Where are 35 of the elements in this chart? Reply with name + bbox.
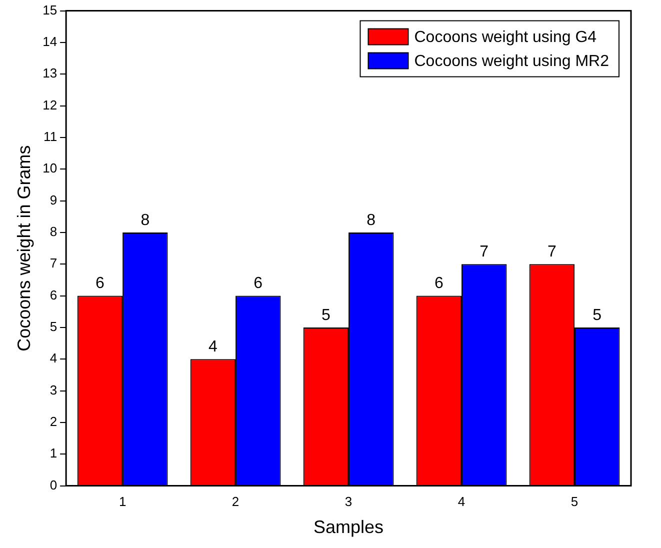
legend-label: Cocoons weight using G4 (414, 29, 597, 46)
y-tick-label: 9 (50, 192, 58, 208)
y-tick-label: 14 (42, 34, 58, 50)
y-tick-label: 13 (42, 66, 58, 81)
data-label: 6 (96, 275, 105, 292)
y-tick-label: 15 (42, 2, 58, 18)
y-tick-label: 8 (50, 224, 58, 240)
data-label: 6 (434, 275, 444, 292)
y-axis-title: Cocoons weight in Grams (14, 145, 34, 352)
y-tick-label: 6 (50, 287, 58, 302)
y-tick-label: 7 (50, 256, 58, 271)
x-axis-title: Samples (314, 517, 384, 538)
y-tick-label: 0 (50, 477, 58, 492)
y-tick-label: 3 (50, 382, 58, 398)
x-tick-label: 4 (458, 494, 466, 510)
y-tick-label: 12 (42, 97, 58, 112)
data-label: 8 (366, 212, 376, 229)
data-label: 5 (592, 306, 602, 324)
x-tick-label: 2 (232, 494, 240, 510)
y-tick-label: 2 (50, 414, 58, 430)
y-tick-label: 5 (50, 319, 58, 334)
y-tick-label: 4 (50, 350, 58, 366)
data-label: 7 (547, 244, 556, 261)
data-label: 4 (208, 338, 218, 356)
data-label: 8 (140, 212, 150, 229)
x-tick-label: 1 (118, 494, 126, 510)
legend-label: Cocoons weight using MR2 (414, 53, 610, 70)
data-label: 6 (254, 275, 263, 292)
x-tick-label: 5 (570, 494, 578, 510)
data-label: 7 (480, 244, 489, 261)
y-tick-label: 1 (50, 446, 58, 461)
y-tick-label: 10 (42, 160, 58, 176)
data-label: 5 (321, 306, 330, 324)
y-tick-label: 11 (44, 129, 58, 144)
x-tick-label: 3 (344, 494, 352, 510)
